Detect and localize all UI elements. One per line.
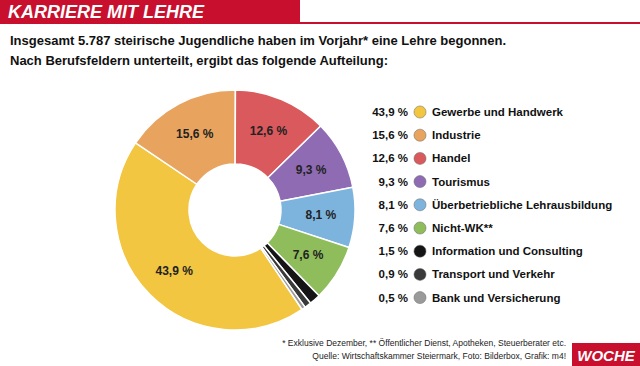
svg-text:15,6 %: 15,6 % <box>372 129 408 141</box>
svg-text:Nach Berufsfeldern unterteilt,: Nach Berufsfeldern unterteilt, ergibt da… <box>10 53 388 68</box>
svg-text:12,6 %: 12,6 % <box>372 152 408 164</box>
svg-text:KARRIERE MIT LEHRE: KARRIERE MIT LEHRE <box>8 2 205 22</box>
svg-text:7,6 %: 7,6 % <box>379 222 408 234</box>
svg-text:Industrie: Industrie <box>432 129 481 141</box>
svg-text:WOCHE: WOCHE <box>577 347 635 364</box>
svg-text:8,1 %: 8,1 % <box>379 199 408 211</box>
svg-text:0,5 %: 0,5 % <box>379 292 408 304</box>
svg-text:Tourismus: Tourismus <box>432 176 490 188</box>
svg-text:7,6 %: 7,6 % <box>293 248 324 262</box>
svg-text:43,9 %: 43,9 % <box>155 264 193 278</box>
svg-text:9,3 %: 9,3 % <box>379 176 408 188</box>
svg-text:* Exklusive Dezember, ** Öffen: * Exklusive Dezember, ** Öffentlicher Di… <box>282 338 566 348</box>
svg-text:Überbetriebliche Lehrausbildun: Überbetriebliche Lehrausbildung <box>432 199 612 211</box>
svg-text:12,6 %: 12,6 % <box>250 124 288 138</box>
svg-text:Handel: Handel <box>432 152 470 164</box>
svg-text:Nicht-WK**: Nicht-WK** <box>432 222 493 234</box>
svg-text:43,9 %: 43,9 % <box>372 106 408 118</box>
svg-text:15,6 %: 15,6 % <box>176 127 214 141</box>
svg-text:Information und Consulting: Information und Consulting <box>432 245 583 257</box>
svg-text:0,9 %: 0,9 % <box>379 268 408 280</box>
svg-text:Transport und Verkehr: Transport und Verkehr <box>432 268 555 280</box>
svg-text:1,5 %: 1,5 % <box>379 245 408 257</box>
svg-text:Quelle: Wirtschaftskammer Stei: Quelle: Wirtschaftskammer Steiermark, Fo… <box>312 351 566 361</box>
svg-text:Gewerbe und Handwerk: Gewerbe und Handwerk <box>432 106 564 118</box>
svg-text:Bank und Versicherung: Bank und Versicherung <box>432 292 560 304</box>
svg-text:9,3 %: 9,3 % <box>296 163 327 177</box>
svg-text:Insgesamt 5.787 steirische Jug: Insgesamt 5.787 steirische Jugendliche h… <box>10 33 506 48</box>
svg-text:8,1 %: 8,1 % <box>305 208 336 222</box>
